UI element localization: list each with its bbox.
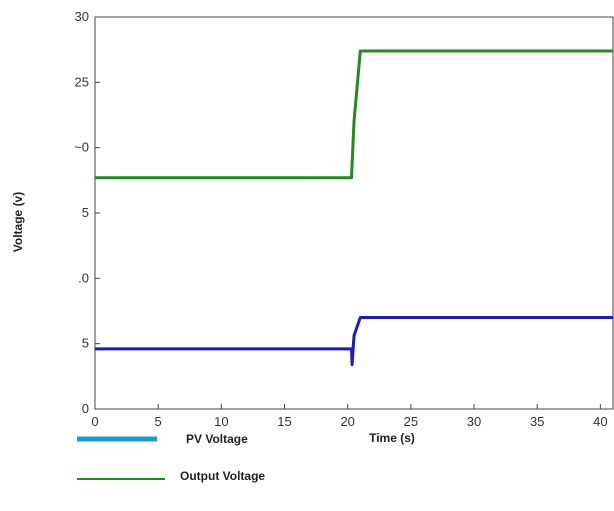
x-tick-label: 20 [340,414,354,429]
x-tick-label: 15 [277,414,291,429]
x-tick-label: 40 [593,414,607,429]
y-tick-label: 5 [82,336,89,351]
y-tick-label: 5 [82,205,89,220]
y-axis-label: Voltage (v) [11,192,25,252]
x-tick-label: 30 [467,414,481,429]
y-tick-label: .0 [78,270,89,285]
y-tick-label: ~0 [74,140,89,155]
x-tick-label: 35 [530,414,544,429]
y-tick-label: 0 [82,401,89,416]
y-tick-label: 25 [75,74,89,89]
x-tick-label: 25 [404,414,418,429]
x-tick-label: 10 [214,414,228,429]
series-line-output-voltage [95,49,613,180]
series-line-pv-voltage [95,316,613,367]
x-tick-label: 5 [155,414,162,429]
x-tick-label: 0 [91,414,98,429]
y-tick-label: 30 [75,9,89,24]
series-group [95,49,613,367]
tick-group: 0 5 10 15 20 25 30 35 40 0 5 .0 5 ~0 25 30 [74,9,607,429]
legend-label-pv-voltage: PV Voltage [186,432,248,446]
x-axis-label: Time (s) [369,431,415,445]
legend: PV Voltage Output Voltage [77,432,265,483]
legend-label-output-voltage: Output Voltage [180,469,265,483]
